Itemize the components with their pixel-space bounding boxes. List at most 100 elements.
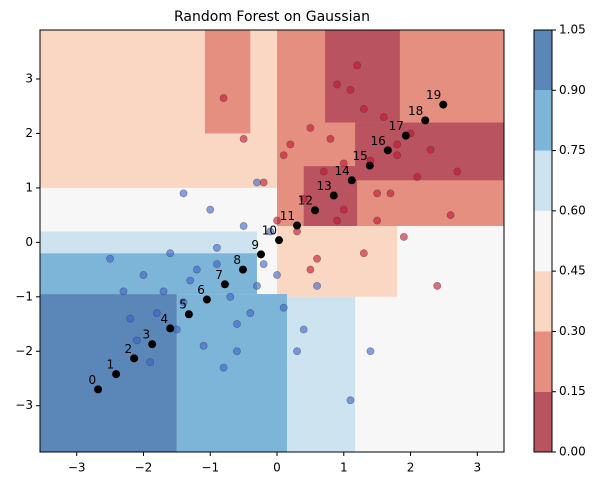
- contour-region: [176, 294, 288, 452]
- labeled-point: [439, 100, 448, 109]
- colorbar-tick-label: 0.15: [559, 384, 586, 398]
- scatter-point: [126, 314, 135, 323]
- scatter-point: [339, 159, 348, 168]
- axes-frame: [39, 29, 505, 453]
- colorbar-tick-label: 0.60: [559, 203, 586, 217]
- scatter-point: [253, 178, 261, 187]
- y-tick-label: −1: [15, 289, 33, 303]
- labeled-point: [421, 116, 430, 125]
- scatter-point: [179, 189, 188, 198]
- x-tick-label: −1: [201, 461, 219, 475]
- scatter-point: [219, 363, 228, 372]
- scatter-point: [413, 173, 422, 181]
- labeled-point: [148, 340, 157, 349]
- x-tick-label: 2: [407, 461, 415, 475]
- labeled-point: [130, 354, 139, 363]
- scatter-point: [359, 249, 368, 258]
- point-label: 4: [161, 312, 169, 326]
- scatter-point: [199, 341, 208, 350]
- y-tick-label: 1: [25, 180, 33, 194]
- point-label: 13: [316, 179, 331, 193]
- point-label: 0: [88, 373, 96, 387]
- scatter-point: [393, 140, 402, 149]
- point-label: 1: [106, 358, 114, 372]
- point-label: 16: [371, 134, 386, 148]
- chart-title: Random Forest on Gaussian: [174, 9, 370, 25]
- scatter-point: [373, 189, 382, 198]
- scatter-point: [259, 178, 268, 187]
- scatter-point: [119, 287, 128, 296]
- labeled-point: [256, 250, 265, 259]
- colorbar-band: [534, 210, 552, 272]
- labeled-point: [311, 206, 320, 215]
- point-label: 8: [233, 253, 241, 267]
- scatter-point: [159, 287, 168, 296]
- colorbar-band: [534, 90, 552, 151]
- scatter-point: [359, 105, 368, 113]
- contour-region: [277, 226, 398, 297]
- scatter-point: [186, 276, 195, 285]
- colorbar-band: [534, 150, 552, 211]
- scatter-point: [146, 358, 155, 367]
- y-tick-label: 0: [25, 235, 33, 249]
- contour-region: [287, 296, 356, 452]
- plot-area: [40, 30, 504, 452]
- scatter-point: [273, 271, 281, 279]
- point-label: 14: [335, 164, 350, 178]
- scatter-point: [306, 124, 315, 132]
- point-label: 12: [298, 194, 313, 208]
- x-tick-label: −3: [68, 461, 86, 475]
- scatter-point: [386, 189, 395, 198]
- point-label: 5: [179, 298, 187, 312]
- scatter-point: [326, 135, 335, 143]
- scatter-point: [333, 216, 341, 225]
- scatter-point: [233, 320, 241, 328]
- scatter-point: [446, 211, 455, 220]
- labeled-point: [347, 176, 356, 185]
- scatter-point: [339, 205, 348, 214]
- labeled-point: [329, 191, 338, 200]
- colorbar-tick-label: 0.90: [559, 83, 586, 97]
- colorbar-tick-label: 0.45: [559, 264, 586, 278]
- colorbar-frame: [533, 29, 553, 453]
- scatter-point: [246, 309, 255, 318]
- contour-region: [204, 30, 251, 134]
- x-tick-label: 1: [340, 461, 348, 475]
- scatter-point: [206, 205, 215, 214]
- colorbar-tick-label: 0.00: [559, 445, 586, 459]
- scatter-point: [379, 113, 388, 122]
- scatter-point: [399, 233, 408, 241]
- labeled-point: [293, 221, 302, 230]
- colorbar-tick-label: 0.75: [559, 143, 586, 157]
- scatter-point: [313, 282, 321, 290]
- scatter-point: [279, 151, 288, 160]
- point-label: 19: [426, 88, 441, 102]
- colorbar-band: [534, 271, 552, 332]
- scatter-point: [426, 145, 435, 154]
- scatter-point: [192, 265, 201, 274]
- contour-region: [40, 294, 177, 452]
- y-tick-label: −3: [15, 398, 33, 412]
- scatter-point: [166, 249, 175, 258]
- labeled-point: [365, 161, 374, 170]
- scatter-point: [299, 325, 308, 334]
- labeled-point: [112, 370, 121, 379]
- labeled-point: [238, 265, 247, 274]
- scatter-point: [346, 396, 355, 405]
- colorbar-tick-label: 0.30: [559, 324, 586, 338]
- scatter-point: [213, 243, 221, 252]
- scatter-point: [299, 194, 308, 203]
- y-tick-label: 3: [25, 72, 33, 86]
- scatter-point: [453, 167, 462, 176]
- x-tick-label: 0: [273, 461, 281, 475]
- scatter-point: [346, 85, 355, 94]
- scatter-point: [172, 325, 181, 334]
- colorbar-band: [534, 30, 552, 91]
- scatter-point: [286, 140, 295, 149]
- scatter-point: [233, 347, 241, 356]
- scatter-point: [152, 309, 161, 318]
- scatter-point: [366, 347, 375, 356]
- scatter-point: [393, 151, 402, 160]
- scatter-point: [273, 216, 281, 225]
